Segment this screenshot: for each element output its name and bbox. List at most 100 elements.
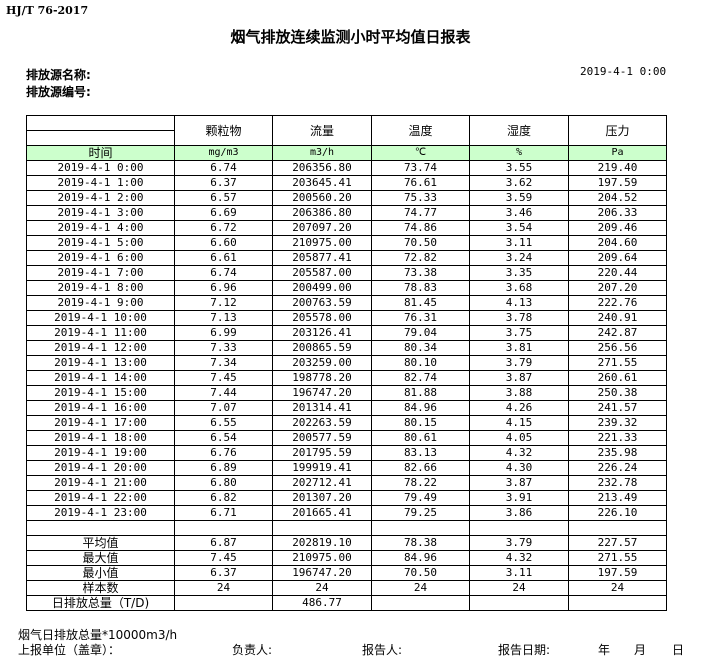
cell-time: 2019-4-1 14:00 <box>26 370 175 386</box>
cell-particulate: 24 <box>174 580 273 596</box>
responsible-label: 负责人: <box>232 643 273 657</box>
table-row: 2019-4-1 5:00 6.60 210975.00 70.50 3.11 204.6… <box>26 235 667 251</box>
cell-temperature: 79.04 <box>371 325 470 341</box>
table-row: 2019-4-1 2:00 6.57 200560.20 75.33 3.59 204.5… <box>26 190 667 206</box>
cell-humidity: 24 <box>469 580 569 596</box>
cell-pressure: 222.76 <box>568 295 667 311</box>
cell-time: 样本数 <box>26 580 175 596</box>
report-date-label: 报告日期: <box>498 643 551 657</box>
unit-cell: mg/m3 <box>174 145 273 161</box>
cell-humidity: 3.79 <box>469 355 569 371</box>
source-id-label: 排放源编号: <box>26 85 91 99</box>
cell-pressure: 204.52 <box>568 190 667 206</box>
cell-pressure: 260.61 <box>568 370 667 386</box>
cell-humidity: 3.75 <box>469 325 569 341</box>
source-name-label: 排放源名称: <box>26 68 91 82</box>
cell-particulate: 6.87 <box>174 535 273 551</box>
cell-particulate: 6.74 <box>174 160 273 176</box>
cell-pressure: 226.10 <box>568 505 667 521</box>
cell-temperature: 70.50 <box>371 565 470 581</box>
year-label: 年 <box>598 643 611 657</box>
report-title: 烟气排放连续监测小时平均值日报表 <box>230 28 471 46</box>
cell-pressure: 271.55 <box>568 355 667 371</box>
cell-humidity: 3.62 <box>469 175 569 191</box>
cell-time: 2019-4-1 20:00 <box>26 460 175 476</box>
cell-humidity: 4.30 <box>469 460 569 476</box>
table-row: 2019-4-1 7:00 6.74 205587.00 73.38 3.35 220.4… <box>26 265 667 281</box>
cell-temperature: 76.61 <box>371 175 470 191</box>
cell-flow: 206356.80 <box>272 160 372 176</box>
cell-time: 2019-4-1 13:00 <box>26 355 175 371</box>
cell-pressure: 226.24 <box>568 460 667 476</box>
cell-time: 2019-4-1 12:00 <box>26 340 175 356</box>
cell-temperature: 74.86 <box>371 220 470 236</box>
standard-code: HJ/T 76-2017 <box>6 4 89 17</box>
cell-pressure: 241.57 <box>568 400 667 416</box>
cell-pressure: 204.60 <box>568 235 667 251</box>
cell-humidity: 3.11 <box>469 565 569 581</box>
cell-temperature: 24 <box>371 580 470 596</box>
cell-particulate: 7.45 <box>174 550 273 566</box>
cell-temperature: 80.10 <box>371 355 470 371</box>
cell-pressure: 239.32 <box>568 415 667 431</box>
cell-temperature: 81.88 <box>371 385 470 401</box>
cell-humidity: 3.35 <box>469 265 569 281</box>
cell-humidity: 4.13 <box>469 295 569 311</box>
unit-cell: m3/h <box>272 145 372 161</box>
cell-pressure: 213.49 <box>568 490 667 506</box>
cell-time: 2019-4-1 3:00 <box>26 205 175 221</box>
cell-flow: 206386.80 <box>272 205 372 221</box>
cell-flow: 203126.41 <box>272 325 372 341</box>
cell-flow: 210975.00 <box>272 235 372 251</box>
cell-humidity: 4.32 <box>469 445 569 461</box>
cell-pressure: 221.33 <box>568 430 667 446</box>
cell-time <box>26 520 175 536</box>
cell-flow: 201307.20 <box>272 490 372 506</box>
cell-particulate: 6.61 <box>174 250 273 266</box>
cell-time: 2019-4-1 16:00 <box>26 400 175 416</box>
table-row: 2019-4-1 12:00 7.33 200865.59 80.34 3.81 256.… <box>26 340 667 356</box>
table-row: 2019-4-1 19:00 6.76 201795.59 83.13 4.32 235.… <box>26 445 667 461</box>
cell-humidity: 4.15 <box>469 415 569 431</box>
cell-flow: 203259.00 <box>272 355 372 371</box>
cell-particulate: 6.57 <box>174 190 273 206</box>
cell-time: 2019-4-1 8:00 <box>26 280 175 296</box>
cell-particulate: 6.99 <box>174 325 273 341</box>
cell-particulate: 6.55 <box>174 415 273 431</box>
cell-pressure: 209.46 <box>568 220 667 236</box>
cell-flow: 210975.00 <box>272 550 372 566</box>
cell-temperature: 80.34 <box>371 340 470 356</box>
cell-flow: 200865.59 <box>272 340 372 356</box>
cell-humidity <box>469 595 569 611</box>
cell-temperature: 83.13 <box>371 445 470 461</box>
cell-humidity: 3.88 <box>469 385 569 401</box>
cell-particulate: 7.13 <box>174 310 273 326</box>
cell-humidity: 3.46 <box>469 205 569 221</box>
header-row: 颗粒物 流量 温度 湿度 压力 <box>26 115 667 146</box>
cell-time: 最大值 <box>26 550 175 566</box>
cell-flow: 202263.59 <box>272 415 372 431</box>
cell-flow: 196747.20 <box>272 565 372 581</box>
cell-temperature: 72.82 <box>371 250 470 266</box>
cell-temperature: 75.33 <box>371 190 470 206</box>
cell-pressure: 24 <box>568 580 667 596</box>
cell-particulate: 6.96 <box>174 280 273 296</box>
cell-time: 2019-4-1 4:00 <box>26 220 175 236</box>
header-pressure: 压力 <box>568 115 667 146</box>
cell-particulate: 6.89 <box>174 460 273 476</box>
cell-temperature: 80.15 <box>371 415 470 431</box>
reporting-unit-label: 上报单位（盖章）： <box>18 643 121 657</box>
cell-humidity: 3.68 <box>469 280 569 296</box>
report-table: 颗粒物 流量 温度 湿度 压力 时间 mg/m3 m3/h ℃ % Pa 201… <box>26 115 667 611</box>
cell-flow: 201314.41 <box>272 400 372 416</box>
corner-cell <box>26 115 175 146</box>
unit-cell: % <box>469 145 569 161</box>
cell-temperature: 78.83 <box>371 280 470 296</box>
cell-pressure: 235.98 <box>568 445 667 461</box>
cell-time: 2019-4-1 9:00 <box>26 295 175 311</box>
cell-temperature: 73.38 <box>371 265 470 281</box>
cell-humidity: 4.05 <box>469 430 569 446</box>
cell-time: 2019-4-1 6:00 <box>26 250 175 266</box>
cell-humidity: 3.54 <box>469 220 569 236</box>
